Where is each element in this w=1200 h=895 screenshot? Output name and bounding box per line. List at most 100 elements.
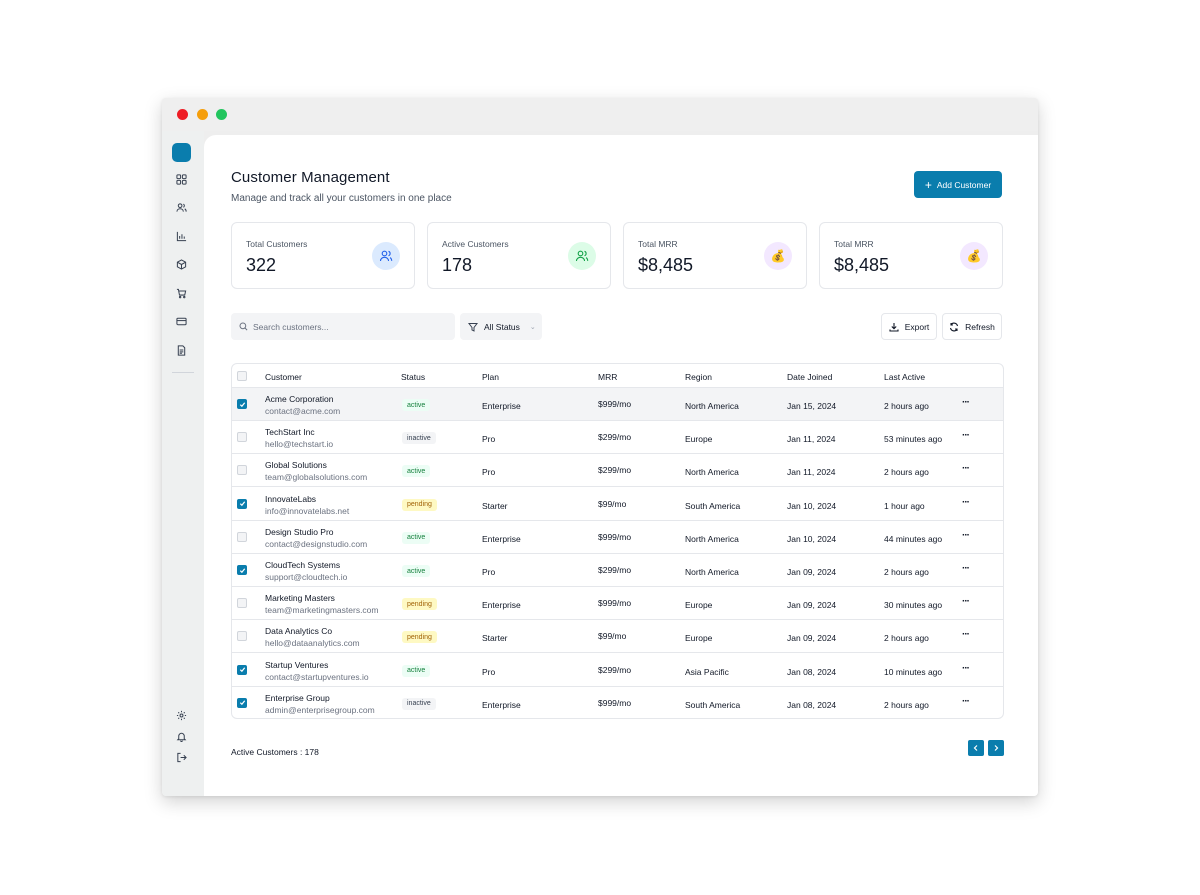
row-actions-menu-icon[interactable]: ··· <box>962 496 970 508</box>
table-header: Customer Status Plan MRR Region Date Joi… <box>232 364 1003 388</box>
cart-icon[interactable] <box>175 287 188 300</box>
minimize-window-button[interactable] <box>197 109 208 120</box>
add-customer-button[interactable]: + Add Customer <box>914 171 1002 198</box>
customer-email: info@innovatelabs.net <box>265 505 350 516</box>
status-filter-dropdown[interactable]: All Status ⌄ <box>460 313 542 340</box>
mrr-cell: $999/mo <box>598 531 632 542</box>
plan-cell: Enterprise <box>482 401 521 411</box>
row-actions-menu-icon[interactable]: ··· <box>962 463 970 475</box>
row-checkbox[interactable] <box>237 598 247 609</box>
bell-icon[interactable] <box>175 730 188 743</box>
customer-name: CloudTech Systems <box>265 560 341 570</box>
column-header-mrr[interactable]: MRR <box>598 372 618 382</box>
title-bar <box>162 98 1038 131</box>
stat-card-total-customers: Total Customers 322 <box>231 222 415 289</box>
credit-card-icon[interactable] <box>175 315 188 328</box>
table-row[interactable]: Enterprise Group admin@enterprisegroup.co… <box>232 687 1003 720</box>
table-row[interactable]: Marketing Masters team@marketingmasters.c… <box>232 587 1003 621</box>
column-header-customer[interactable]: Customer <box>265 372 302 382</box>
plan-cell: Enterprise <box>482 533 521 544</box>
table-row[interactable]: Startup Ventures contact@startupventures.… <box>232 654 1003 687</box>
maximize-window-button[interactable] <box>216 109 227 120</box>
dashboard-icon[interactable] <box>175 173 188 186</box>
customer-name: Acme Corporation <box>265 394 334 404</box>
table-row[interactable]: Design Studio Pro contact@designstudio.co… <box>232 521 1003 554</box>
row-actions-menu-icon[interactable]: ··· <box>962 430 970 442</box>
search-icon <box>239 322 248 331</box>
select-all-checkbox[interactable] <box>237 371 247 381</box>
row-checkbox[interactable] <box>237 399 247 409</box>
date-joined-cell: Jan 09, 2024 <box>787 600 837 611</box>
close-window-button[interactable] <box>177 109 188 120</box>
column-header-status[interactable]: Status <box>401 372 426 382</box>
export-button[interactable]: Export <box>881 313 937 340</box>
row-actions-menu-icon[interactable]: ··· <box>962 529 970 541</box>
document-icon[interactable] <box>175 344 188 357</box>
row-actions-menu-icon[interactable]: ··· <box>962 596 970 608</box>
plan-cell: Pro <box>482 666 496 677</box>
box-icon[interactable] <box>175 258 188 271</box>
region-cell: Europe <box>685 633 713 644</box>
mrr-cell: $999/mo <box>598 399 632 409</box>
mrr-cell: $99/mo <box>598 631 627 642</box>
chart-icon[interactable] <box>175 230 188 243</box>
main-content: Customer Management Manage and track all… <box>204 135 1038 796</box>
customers-table: Customer Status Plan MRR Region Date Joi… <box>231 363 1004 719</box>
users-icon[interactable] <box>175 201 188 214</box>
column-header-region[interactable]: Region <box>685 372 712 382</box>
column-header-date-joined[interactable]: Date Joined <box>787 372 833 382</box>
mrr-cell: $299/mo <box>598 664 632 675</box>
money-bag-icon: 💰 <box>764 242 792 270</box>
table-row[interactable]: TechStart Inc hello@techstart.io inactive P… <box>232 421 1003 455</box>
table-row[interactable]: InnovateLabs info@innovatelabs.net pending… <box>232 488 1003 521</box>
next-page-button[interactable] <box>988 740 1004 756</box>
row-checkbox[interactable] <box>237 531 247 542</box>
date-joined-cell: Jan 08, 2024 <box>787 666 837 677</box>
sidebar <box>162 131 204 796</box>
row-actions-menu-icon[interactable]: ··· <box>962 563 970 574</box>
stat-value: 178 <box>442 255 473 275</box>
customer-email: contact@designstudio.com <box>265 538 368 549</box>
table-row[interactable]: Acme Corporation contact@acme.com active En… <box>232 388 1003 421</box>
last-active-cell: 44 minutes ago <box>884 533 943 544</box>
table-row[interactable]: Global Solutions team@globalsolutions.com… <box>232 454 1003 488</box>
last-active-cell: 2 hours ago <box>884 467 929 478</box>
search-input[interactable] <box>253 321 443 332</box>
logout-icon[interactable] <box>175 751 188 764</box>
filter-icon <box>468 322 478 332</box>
row-checkbox[interactable] <box>237 664 247 675</box>
row-checkbox[interactable] <box>237 465 247 476</box>
plan-cell: Starter <box>482 633 508 644</box>
customer-email: team@globalsolutions.com <box>265 472 368 483</box>
status-badge: active <box>402 465 431 478</box>
column-header-plan[interactable]: Plan <box>482 372 500 382</box>
status-badge: active <box>402 399 431 411</box>
region-cell: Asia Pacific <box>685 666 729 677</box>
row-checkbox[interactable] <box>237 432 247 443</box>
app-logo[interactable] <box>172 143 191 162</box>
table-row[interactable]: Data Analytics Co hello@dataanalytics.com… <box>232 620 1003 654</box>
page-subtitle: Manage and track all your customers in o… <box>231 193 452 204</box>
settings-icon[interactable] <box>175 709 188 722</box>
last-active-cell: 30 minutes ago <box>884 600 943 611</box>
chevron-right-icon <box>994 745 999 751</box>
row-actions-menu-icon[interactable]: ··· <box>962 629 970 641</box>
plus-icon: + <box>924 177 932 192</box>
date-joined-cell: Jan 11, 2024 <box>787 467 836 478</box>
row-checkbox[interactable] <box>237 631 247 642</box>
sidebar-divider <box>172 372 194 373</box>
row-actions-menu-icon[interactable]: ··· <box>962 397 970 408</box>
region-cell: South America <box>685 500 741 511</box>
row-actions-menu-icon[interactable]: ··· <box>962 662 970 674</box>
table-row[interactable]: CloudTech Systems support@cloudtech.io act… <box>232 554 1003 587</box>
column-header-last-active[interactable]: Last Active <box>884 372 926 382</box>
row-checkbox[interactable] <box>237 565 247 575</box>
refresh-button[interactable]: Refresh <box>942 313 1002 340</box>
row-checkbox[interactable] <box>237 498 247 509</box>
users-icon <box>568 242 596 270</box>
row-actions-menu-icon[interactable]: ··· <box>962 695 970 707</box>
row-checkbox[interactable] <box>237 697 247 708</box>
customer-email: support@cloudtech.io <box>265 572 348 582</box>
previous-page-button[interactable] <box>968 740 984 756</box>
plan-cell: Pro <box>482 567 496 577</box>
